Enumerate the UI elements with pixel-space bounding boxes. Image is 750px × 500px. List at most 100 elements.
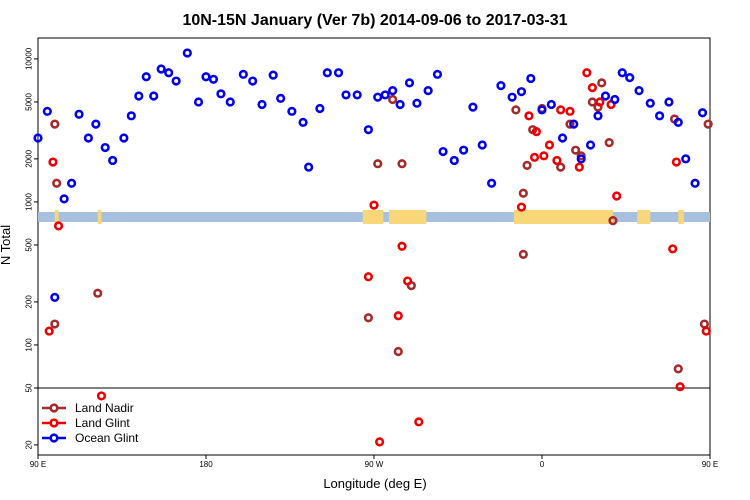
point-ocean-glint bbox=[526, 73, 536, 84]
point-land-nadir bbox=[518, 249, 528, 259]
land-segment bbox=[514, 210, 613, 224]
legend-label-land-glint: Land Glint bbox=[75, 416, 130, 430]
point-land-nadir bbox=[363, 313, 374, 323]
point-ocean-glint bbox=[380, 90, 390, 100]
point-ocean-glint bbox=[156, 64, 166, 74]
point-land-glint bbox=[414, 417, 424, 427]
point-land-glint bbox=[48, 157, 58, 167]
point-land-glint bbox=[668, 244, 678, 254]
point-land-glint bbox=[587, 82, 598, 93]
point-ocean-glint bbox=[193, 97, 204, 107]
series-land-nadir bbox=[50, 78, 713, 374]
land-segment bbox=[54, 210, 59, 224]
x-tick-label: 90 W bbox=[365, 460, 384, 469]
point-land-nadir bbox=[511, 105, 521, 115]
point-ocean-glint bbox=[477, 140, 487, 150]
point-ocean-glint bbox=[690, 178, 700, 188]
point-ocean-glint bbox=[412, 98, 422, 108]
y-axis-ticks: 20 50 100 200 500 1000 2000 5000 10000 bbox=[25, 47, 38, 449]
point-ocean-glint bbox=[83, 133, 93, 143]
point-ocean-glint bbox=[50, 292, 60, 302]
point-ocean-glint bbox=[681, 154, 691, 164]
legend-label-ocean-glint: Ocean Glint bbox=[75, 431, 139, 445]
point-land-nadir bbox=[388, 94, 398, 105]
point-land-nadir bbox=[556, 162, 566, 172]
point-land-glint bbox=[393, 311, 403, 321]
point-ocean-glint bbox=[487, 178, 497, 188]
series-land-glint bbox=[44, 68, 711, 447]
point-ocean-glint bbox=[645, 98, 655, 108]
point-land-nadir bbox=[699, 319, 710, 329]
point-land-glint bbox=[516, 202, 527, 212]
point-ocean-glint bbox=[341, 90, 351, 100]
point-ocean-glint bbox=[59, 194, 69, 204]
point-land-glint bbox=[539, 151, 549, 161]
point-ocean-glint bbox=[432, 69, 443, 79]
point-land-glint bbox=[524, 111, 534, 121]
point-land-nadir bbox=[50, 119, 60, 129]
point-ocean-glint bbox=[617, 68, 627, 78]
point-land-glint bbox=[369, 200, 379, 210]
y-tick-label: 200 bbox=[25, 295, 34, 309]
data-points bbox=[33, 48, 713, 447]
point-ocean-glint bbox=[182, 48, 192, 58]
point-land-glint bbox=[574, 162, 584, 172]
point-land-nadir bbox=[604, 137, 614, 148]
point-ocean-glint bbox=[537, 105, 547, 115]
point-ocean-glint bbox=[557, 133, 568, 143]
point-ocean-glint bbox=[625, 73, 635, 83]
point-land-glint bbox=[544, 140, 555, 150]
point-ocean-glint bbox=[164, 68, 174, 78]
point-land-nadir bbox=[93, 288, 103, 298]
legend-label-land-nadir: Land Nadir bbox=[75, 401, 134, 415]
point-land-glint bbox=[552, 155, 562, 166]
point-land-nadir bbox=[52, 178, 62, 188]
point-land-nadir bbox=[608, 216, 618, 226]
point-land-nadir bbox=[397, 159, 407, 169]
point-ocean-glint bbox=[388, 86, 398, 96]
point-land-glint bbox=[96, 391, 107, 401]
point-ocean-glint bbox=[141, 72, 151, 82]
point-land-nadir bbox=[703, 119, 713, 129]
point-ocean-glint bbox=[149, 91, 159, 101]
point-ocean-glint bbox=[404, 78, 415, 88]
point-ocean-glint bbox=[576, 154, 586, 164]
land-segment bbox=[97, 210, 102, 224]
point-ocean-glint bbox=[257, 99, 267, 110]
point-ocean-glint bbox=[66, 178, 77, 188]
point-ocean-glint bbox=[395, 99, 405, 110]
point-ocean-glint bbox=[108, 155, 118, 166]
point-land-glint bbox=[529, 152, 540, 162]
y-axis-label: N Total bbox=[0, 225, 13, 265]
point-ocean-glint bbox=[507, 92, 517, 102]
y-tick-label: 1000 bbox=[25, 192, 34, 210]
point-ocean-glint bbox=[119, 133, 129, 143]
point-ocean-glint bbox=[610, 94, 620, 105]
point-ocean-glint bbox=[42, 106, 52, 116]
x-tick-label: 90 E bbox=[30, 460, 46, 469]
point-ocean-glint bbox=[216, 89, 226, 99]
point-land-nadir bbox=[570, 145, 581, 155]
point-land-glint bbox=[582, 68, 592, 78]
point-ocean-glint bbox=[496, 81, 506, 91]
point-ocean-glint bbox=[201, 72, 211, 82]
point-ocean-glint bbox=[225, 97, 235, 107]
x-tick-label: 90 E bbox=[702, 460, 718, 469]
point-ocean-glint bbox=[438, 146, 448, 157]
point-land-glint bbox=[675, 382, 685, 392]
point-ocean-glint bbox=[248, 76, 258, 86]
point-ocean-glint bbox=[468, 102, 478, 112]
point-ocean-glint bbox=[100, 142, 110, 153]
point-ocean-glint bbox=[276, 93, 286, 103]
point-land-nadir bbox=[373, 159, 383, 169]
point-ocean-glint bbox=[315, 103, 325, 114]
point-land-glint bbox=[375, 437, 385, 447]
point-ocean-glint bbox=[126, 111, 136, 121]
point-ocean-glint bbox=[363, 125, 374, 135]
series-ocean-glint bbox=[33, 48, 708, 302]
point-ocean-glint bbox=[449, 155, 459, 166]
point-ocean-glint bbox=[238, 69, 248, 79]
point-ocean-glint bbox=[268, 70, 278, 80]
point-ocean-glint bbox=[423, 86, 433, 96]
